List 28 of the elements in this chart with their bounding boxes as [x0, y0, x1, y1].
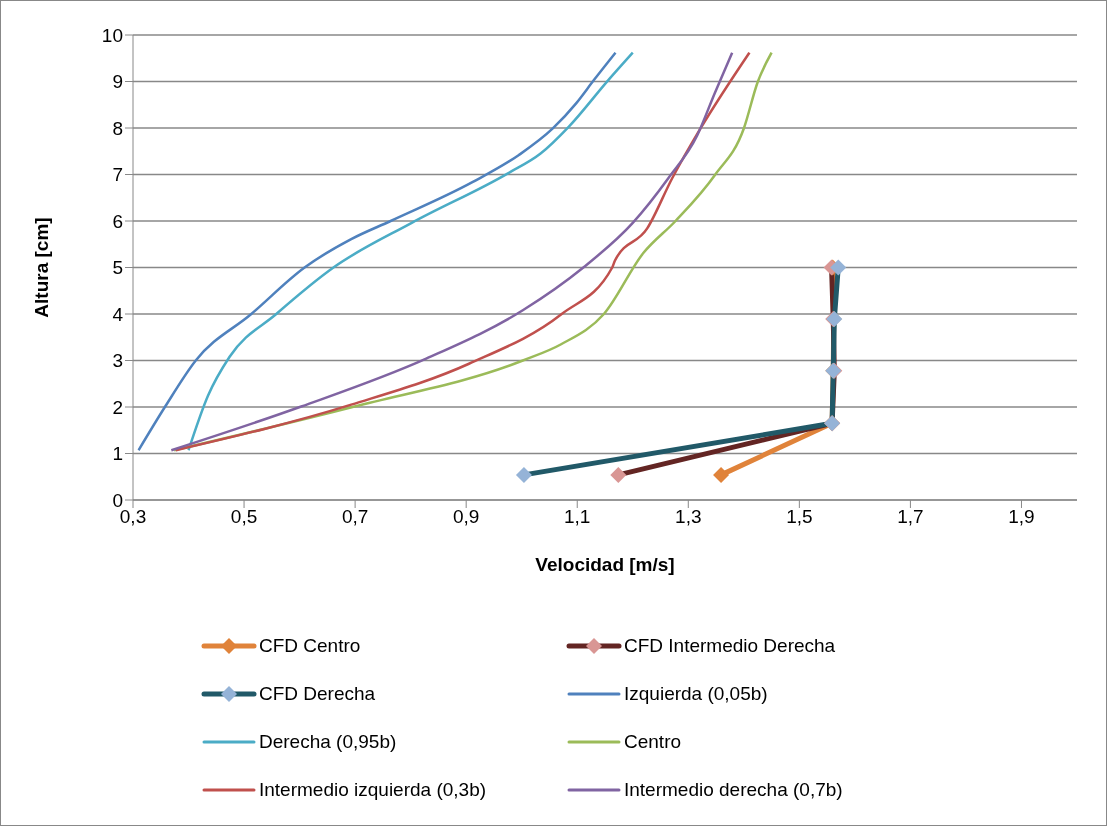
legend-label: Intermedio izquierda (0,3b) — [259, 779, 487, 801]
legend-label: Derecha (0,95b) — [259, 731, 397, 753]
x-tick-label: 0,7 — [341, 506, 369, 528]
y-tick-label: 6 — [112, 210, 123, 232]
y-tick-label: 9 — [112, 71, 123, 93]
y-tick-label: 7 — [112, 164, 123, 186]
y-tick-label: 10 — [101, 24, 123, 46]
x-tick-label: 1,3 — [675, 506, 702, 528]
y-tick-label: 1 — [112, 443, 123, 465]
legend-label: CFD Intermedio Derecha — [624, 635, 836, 657]
y-tick-label: 4 — [112, 303, 124, 325]
legend-label: CFD Derecha — [259, 683, 376, 705]
y-tick-label: 8 — [112, 117, 123, 139]
legend-label: Centro — [624, 731, 682, 753]
legend-label: Izquierda (0,05b) — [624, 683, 768, 705]
x-tick-label: 1,1 — [564, 506, 591, 528]
x-tick-label: 1,7 — [897, 506, 924, 528]
legend-label: Intermedio derecha (0,7b) — [624, 779, 843, 801]
y-tick-label: 5 — [112, 257, 123, 279]
x-tick-label: 0,5 — [230, 506, 258, 528]
x-tick-label: 0,9 — [452, 506, 480, 528]
y-tick-label: 3 — [112, 350, 123, 372]
legend-label: CFD Centro — [259, 635, 361, 657]
x-tick-label: 1,9 — [1008, 506, 1035, 528]
x-tick-label: 1,5 — [786, 506, 813, 528]
y-axis-title: Altura [cm] — [30, 217, 52, 318]
y-tick-label: 2 — [112, 396, 123, 418]
x-axis-title: Velocidad [m/s] — [535, 554, 675, 576]
